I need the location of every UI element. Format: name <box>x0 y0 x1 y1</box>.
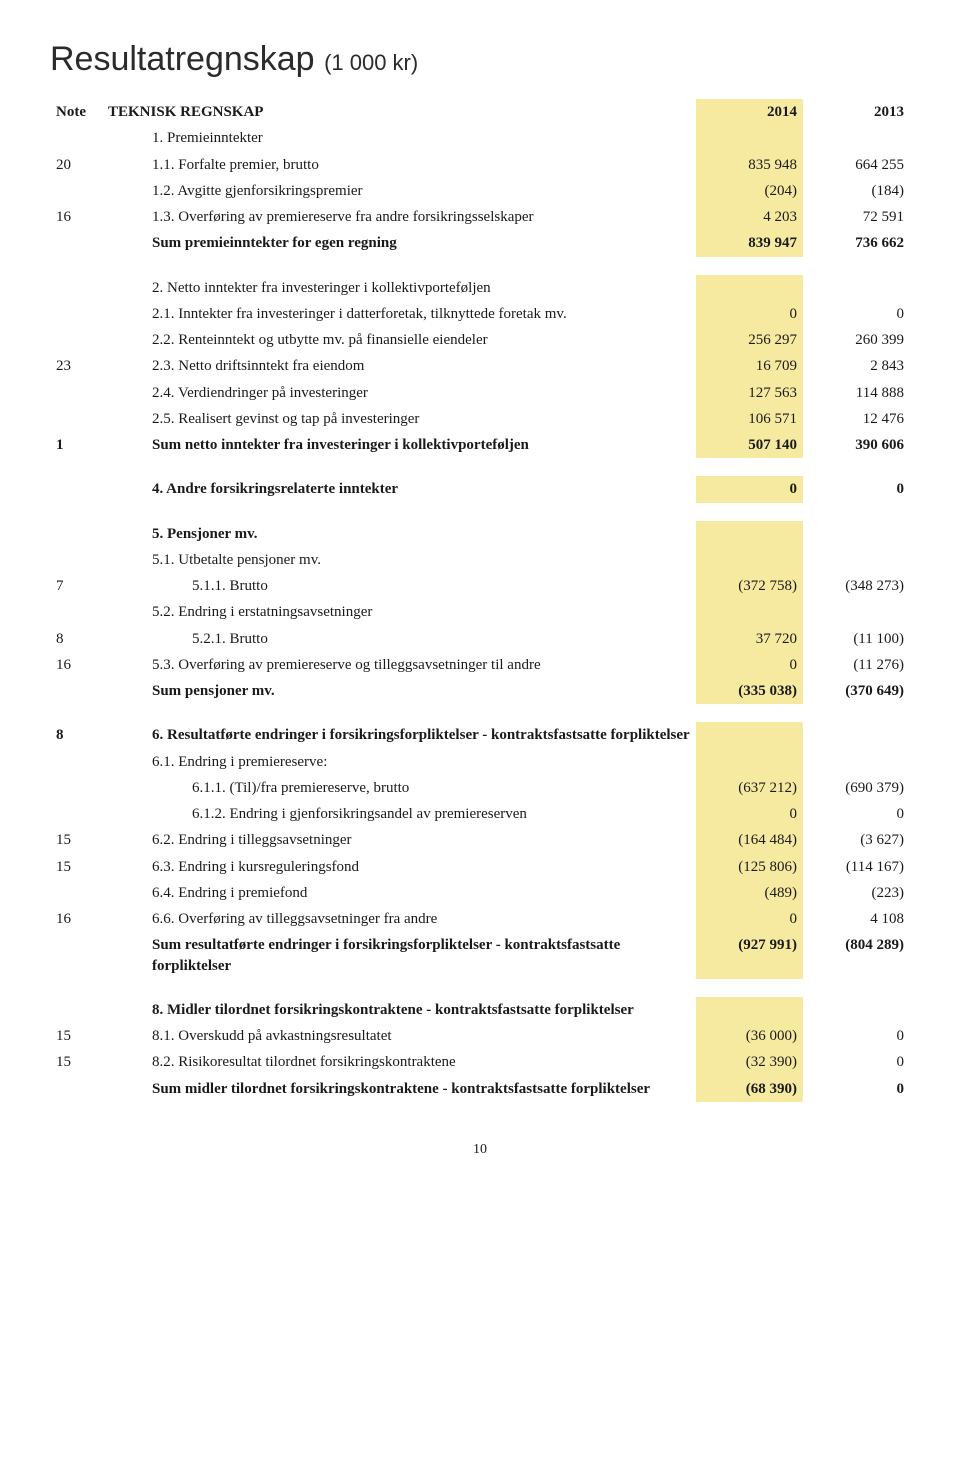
table-row: 2.4. Verdiendringer på investeringer 127… <box>50 380 910 406</box>
table-row-sum: Sum premieinntekter for egen regning 839… <box>50 230 910 256</box>
income-statement-table: Note TEKNISK REGNSKAP 2014 2013 1. Premi… <box>50 99 910 1102</box>
table-row: 6.4. Endring i premiefond (489) (223) <box>50 880 910 906</box>
table-row: 7 5.1.1. Brutto (372 758) (348 273) <box>50 573 910 599</box>
table-row: 1. Premieinntekter <box>50 125 910 151</box>
table-row: 16 5.3. Overføring av premiereserve og t… <box>50 652 910 678</box>
section-1-heading: 1. Premieinntekter <box>102 125 696 151</box>
header-desc: TEKNISK REGNSKAP <box>102 99 696 125</box>
title-main: Resultatregnskap <box>50 40 315 78</box>
table-row: 2.2. Renteinntekt og utbytte mv. på fina… <box>50 327 910 353</box>
table-row: 8 5.2.1. Brutto 37 720 (11 100) <box>50 626 910 652</box>
table-row: 15 8.2. Risikoresultat tilordnet forsikr… <box>50 1049 910 1075</box>
table-row-sum: 1 Sum netto inntekter fra investeringer … <box>50 432 910 458</box>
table-row-sum: Sum midler tilordnet forsikringskontrakt… <box>50 1076 910 1102</box>
table-row: 16 1.3. Overføring av premiereserve fra … <box>50 204 910 230</box>
table-row: 6.1. Endring i premiereserve: <box>50 749 910 775</box>
page-number: 10 <box>50 1142 910 1158</box>
table-row: 5. Pensjoner mv. <box>50 521 910 547</box>
table-row: 1.2. Avgitte gjenforsikringspremier (204… <box>50 178 910 204</box>
table-row-sum: Sum resultatførte endringer i forsikring… <box>50 932 910 979</box>
table-row: 23 2.3. Netto driftsinntekt fra eiendom … <box>50 353 910 379</box>
table-row: 6.1.1. (Til)/fra premiereserve, brutto (… <box>50 775 910 801</box>
table-row: 4. Andre forsikringsrelaterte inntekter … <box>50 476 910 502</box>
page-title: Resultatregnskap (1 000 kr) <box>50 40 910 79</box>
table-row: 5.2. Endring i erstatningsavsetninger <box>50 599 910 625</box>
table-row: 6.1.2. Endring i gjenforsikringsandel av… <box>50 801 910 827</box>
table-row: 16 6.6. Overføring av tilleggsavsetninge… <box>50 906 910 932</box>
table-row: 2.5. Realisert gevinst og tap på investe… <box>50 406 910 432</box>
header-note: Note <box>50 99 102 125</box>
table-row: 20 1.1. Forfalte premier, brutto 835 948… <box>50 152 910 178</box>
table-row: 8 6. Resultatførte endringer i forsikrin… <box>50 722 910 748</box>
table-row: 5.1. Utbetalte pensjoner mv. <box>50 547 910 573</box>
table-header-row: Note TEKNISK REGNSKAP 2014 2013 <box>50 99 910 125</box>
table-row: 15 8.1. Overskudd på avkastningsresultat… <box>50 1023 910 1049</box>
table-row: 15 6.3. Endring i kursreguleringsfond (1… <box>50 854 910 880</box>
table-row-sum: Sum pensjoner mv. (335 038) (370 649) <box>50 678 910 704</box>
header-year-2: 2013 <box>803 99 910 125</box>
title-sub: (1 000 kr) <box>324 50 418 75</box>
table-row: 2. Netto inntekter fra investeringer i k… <box>50 275 910 301</box>
table-row: 8. Midler tilordnet forsikringskontrakte… <box>50 997 910 1023</box>
table-row: 15 6.2. Endring i tilleggsavsetninger (1… <box>50 827 910 853</box>
table-row: 2.1. Inntekter fra investeringer i datte… <box>50 301 910 327</box>
header-year-1: 2014 <box>696 99 803 125</box>
